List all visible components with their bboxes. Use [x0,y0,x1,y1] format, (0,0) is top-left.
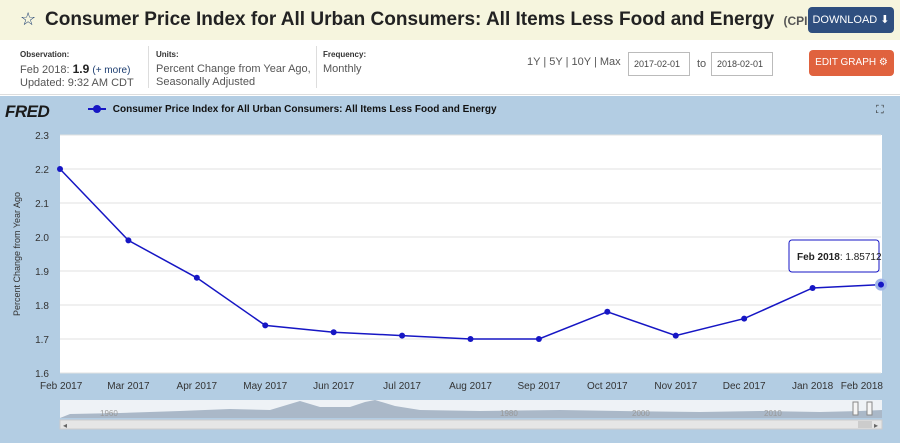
end-date-input[interactable] [711,52,773,76]
star-icon[interactable]: ☆ [20,9,37,29]
page-title: Consumer Price Index for All Urban Consu… [45,9,849,32]
data-point[interactable] [467,336,474,342]
navigator-label: 1980 [500,409,518,418]
scroll-right-icon[interactable]: ▸ [874,421,878,430]
data-point[interactable] [57,166,63,172]
data-point[interactable] [875,278,887,291]
tooltip-box [788,239,880,273]
units-block: Units: Percent Change from Year Ago, Sea… [156,48,311,89]
y-tick-label: 1.8 [35,301,49,312]
range-1y-link[interactable]: 1Y [527,56,541,68]
y-tick-label: 1.9 [35,267,49,278]
legend-label: Consumer Price Index for All Urban Consu… [112,104,497,115]
frequency-label: Frequency: [323,50,367,59]
grid [60,134,881,374]
navigator-label: 1960 [100,409,118,418]
x-tick-label: Oct 2017 [587,381,628,392]
x-tick-label: Feb 2017 [40,381,83,392]
to-label: to [697,58,707,70]
range-10y-link[interactable]: 10Y [571,56,591,68]
separator: | [593,56,597,68]
navigator-handle-right[interactable] [866,401,873,416]
range-5y-link[interactable]: 5Y [549,56,563,68]
start-date-input[interactable] [628,52,690,76]
data-point[interactable] [193,274,200,281]
y-tick-label: 2.0 [35,233,49,244]
observation-block: Observation: Feb 2018: 1.9 (+ more) Upda… [20,48,134,90]
navigator-area [60,400,882,418]
y-tick-label: 2.3 [35,131,49,142]
x-tick-label: May 2017 [243,381,287,392]
observation-date: Feb 2018: [20,64,70,76]
tooltip: Feb 2018: 1.85712 [788,239,882,273]
x-tick-label: Nov 2017 [654,381,697,392]
data-point[interactable] [604,308,611,315]
units-line2: Seasonally Adjusted [156,76,256,88]
legend-marker [88,105,106,114]
x-tick-label: Jul 2017 [383,381,421,392]
x-axis: Feb 2017 Mar 2017 Apr 2017 May 2017 Jun 2017… [40,381,883,392]
data-point[interactable] [330,329,337,336]
y-tick-label: 1.6 [35,369,49,380]
x-tick-label: Aug 2017 [449,381,492,392]
x-tick-label: Mar 2017 [107,381,150,392]
fred-logo: FRED [5,102,50,121]
updated-text: Updated: 9:32 AM CDT [20,77,134,89]
series-points [57,166,887,342]
x-tick-label: Jun 2017 [313,381,355,392]
y-tick-label: 1.7 [35,335,49,346]
navigator-handle-left[interactable] [852,401,859,416]
data-point[interactable] [262,322,269,329]
separator: | [565,56,569,68]
units-label: Units: [156,50,179,59]
data-point[interactable] [672,332,679,339]
series-title: Consumer Price Index for All Urban Consu… [45,9,775,30]
y-axis: 2.3 2.2 2.1 2.0 1.9 1.8 1.7 1.6 [35,131,49,380]
title-bar: ☆ Consumer Price Index for All Urban Con… [0,0,900,40]
data-point[interactable] [399,332,406,339]
x-tick-label: Sep 2017 [518,381,561,392]
navigator-label: 2010 [764,409,782,418]
data-point[interactable] [741,315,748,322]
y-tick-label: 2.2 [35,165,49,176]
data-point[interactable] [535,336,542,342]
scroll-left-icon[interactable]: ◂ [63,421,67,430]
scrollbar-track[interactable] [59,419,883,430]
chart-legend: Consumer Price Index for All Urban Consu… [88,104,497,115]
scrollbar-thumb[interactable] [858,421,872,428]
x-tick-label: Feb 2018 [841,381,884,392]
download-button[interactable]: DOWNLOAD ⬇ [808,7,894,33]
units-line1: Percent Change from Year Ago, [156,63,311,75]
divider [316,46,317,88]
line-chart: 2.3 2.2 2.1 2.0 1.9 1.8 1.7 1.6 Feb 2017 Mar 201… [12,131,887,430]
data-point[interactable] [125,237,132,244]
tooltip-colon: : [840,252,846,263]
frequency-block: Frequency: Monthly [323,48,366,76]
observation-more-link[interactable]: (+ more) [92,65,131,76]
divider [148,46,149,88]
tooltip-text: Feb 2018: 1.85712 [797,252,882,263]
tooltip-value: 1.85712 [845,252,882,263]
x-tick-label: Dec 2017 [723,381,766,392]
tooltip-label: Feb 2018 [797,252,840,263]
observation-value: 1.9 [72,62,90,76]
y-axis-title: Percent Change from Year Ago [12,192,22,316]
range-links: 1Y | 5Y | 10Y | Max [527,56,621,68]
x-tick-label: Jan 2018 [792,381,834,392]
observation-label: Observation: [20,50,70,59]
frequency-value: Monthly [323,63,362,75]
y-tick-label: 2.1 [35,199,49,210]
range-max-link[interactable]: Max [599,56,621,68]
navigator-label: 2000 [632,409,650,418]
plot-area [60,135,882,373]
edit-graph-button[interactable]: EDIT GRAPH ⚙ [809,50,894,76]
data-point[interactable] [809,285,816,291]
x-tick-label: Apr 2017 [177,381,218,392]
separator: | [543,56,547,68]
expand-icon[interactable]: ⛶ [876,104,884,116]
